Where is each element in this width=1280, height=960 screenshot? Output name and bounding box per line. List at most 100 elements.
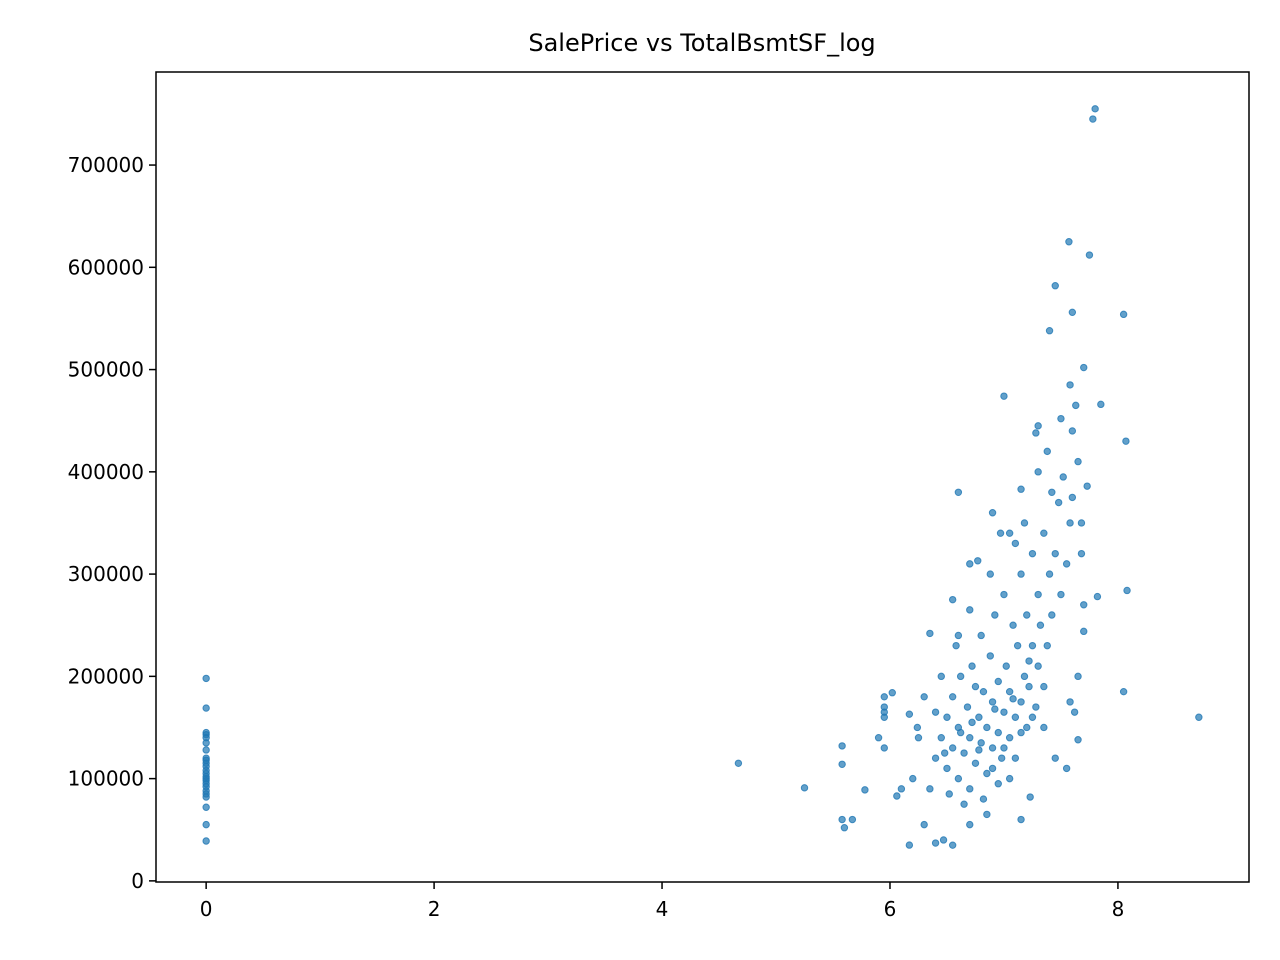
point <box>1051 282 1059 290</box>
point <box>931 754 940 762</box>
x-tick-label: 4 <box>656 897 669 921</box>
point <box>202 837 210 845</box>
point <box>1017 485 1025 493</box>
point <box>1013 641 1022 650</box>
point <box>996 529 1005 537</box>
point <box>1123 586 1131 595</box>
point <box>1028 641 1037 650</box>
point <box>1077 519 1086 527</box>
point <box>1066 381 1074 389</box>
point <box>202 704 210 712</box>
point <box>1000 590 1008 599</box>
point <box>1032 429 1040 437</box>
point <box>880 744 888 752</box>
point <box>838 760 846 768</box>
point <box>1025 657 1033 665</box>
point <box>939 836 948 844</box>
point <box>937 672 945 681</box>
point <box>1097 400 1105 409</box>
point <box>943 764 951 773</box>
point <box>1080 627 1088 636</box>
point <box>948 693 957 701</box>
point <box>966 785 974 793</box>
y-tick-label: 500000 <box>68 358 144 382</box>
point <box>1051 754 1059 762</box>
point <box>202 674 210 683</box>
point <box>1034 662 1042 670</box>
point <box>975 713 983 721</box>
point <box>1000 708 1008 716</box>
point <box>838 742 846 750</box>
point <box>1011 539 1020 548</box>
y-tick-label: 300000 <box>68 562 144 586</box>
point <box>1085 251 1094 259</box>
point <box>874 734 883 742</box>
point <box>1025 682 1033 691</box>
point <box>943 713 951 721</box>
point <box>1009 621 1017 629</box>
point <box>983 723 991 732</box>
point <box>948 595 957 604</box>
point <box>1048 611 1056 619</box>
point <box>1059 473 1067 481</box>
x-tick-label: 8 <box>1112 897 1125 921</box>
point <box>956 672 965 681</box>
point <box>1023 611 1031 619</box>
y-tick-label: 400000 <box>68 460 144 484</box>
point <box>1062 560 1071 568</box>
point <box>997 754 1006 762</box>
y-tick-label: 200000 <box>68 664 144 688</box>
point <box>909 774 917 783</box>
point <box>994 677 1002 686</box>
point <box>1034 590 1042 599</box>
point <box>974 557 982 565</box>
y-tick-label: 600000 <box>68 255 144 279</box>
point <box>1000 392 1008 400</box>
point <box>968 718 976 727</box>
point <box>1032 703 1040 711</box>
point <box>1034 468 1042 476</box>
point <box>1080 601 1088 609</box>
point <box>1040 723 1048 732</box>
point <box>956 728 965 737</box>
point <box>954 488 963 496</box>
point <box>1028 549 1037 558</box>
point <box>1040 529 1048 537</box>
point <box>966 606 974 614</box>
point <box>734 759 743 767</box>
point <box>202 746 210 754</box>
point <box>1066 519 1074 527</box>
point <box>1020 672 1029 681</box>
point <box>954 631 963 640</box>
point <box>1036 621 1045 629</box>
point <box>1028 713 1037 721</box>
point <box>960 749 968 757</box>
point <box>1065 238 1073 246</box>
x-tick-label: 6 <box>884 897 897 921</box>
point <box>913 723 922 732</box>
point <box>1005 774 1014 783</box>
point <box>1089 115 1097 123</box>
point <box>1017 728 1025 737</box>
point <box>1023 723 1031 732</box>
point <box>1017 570 1025 578</box>
point <box>986 570 994 578</box>
point <box>1048 488 1056 496</box>
point <box>1005 734 1014 742</box>
point <box>1080 363 1088 372</box>
point <box>848 815 857 824</box>
point <box>800 784 809 792</box>
point <box>1011 713 1020 721</box>
point <box>897 785 906 793</box>
point <box>988 764 997 773</box>
point <box>1068 308 1077 317</box>
point <box>979 795 988 803</box>
point <box>1074 672 1082 681</box>
point <box>971 682 980 691</box>
plot-frame <box>155 71 1250 883</box>
point <box>945 790 953 798</box>
point <box>1009 695 1017 703</box>
point <box>954 774 963 783</box>
point <box>905 710 914 718</box>
point <box>1000 744 1008 752</box>
